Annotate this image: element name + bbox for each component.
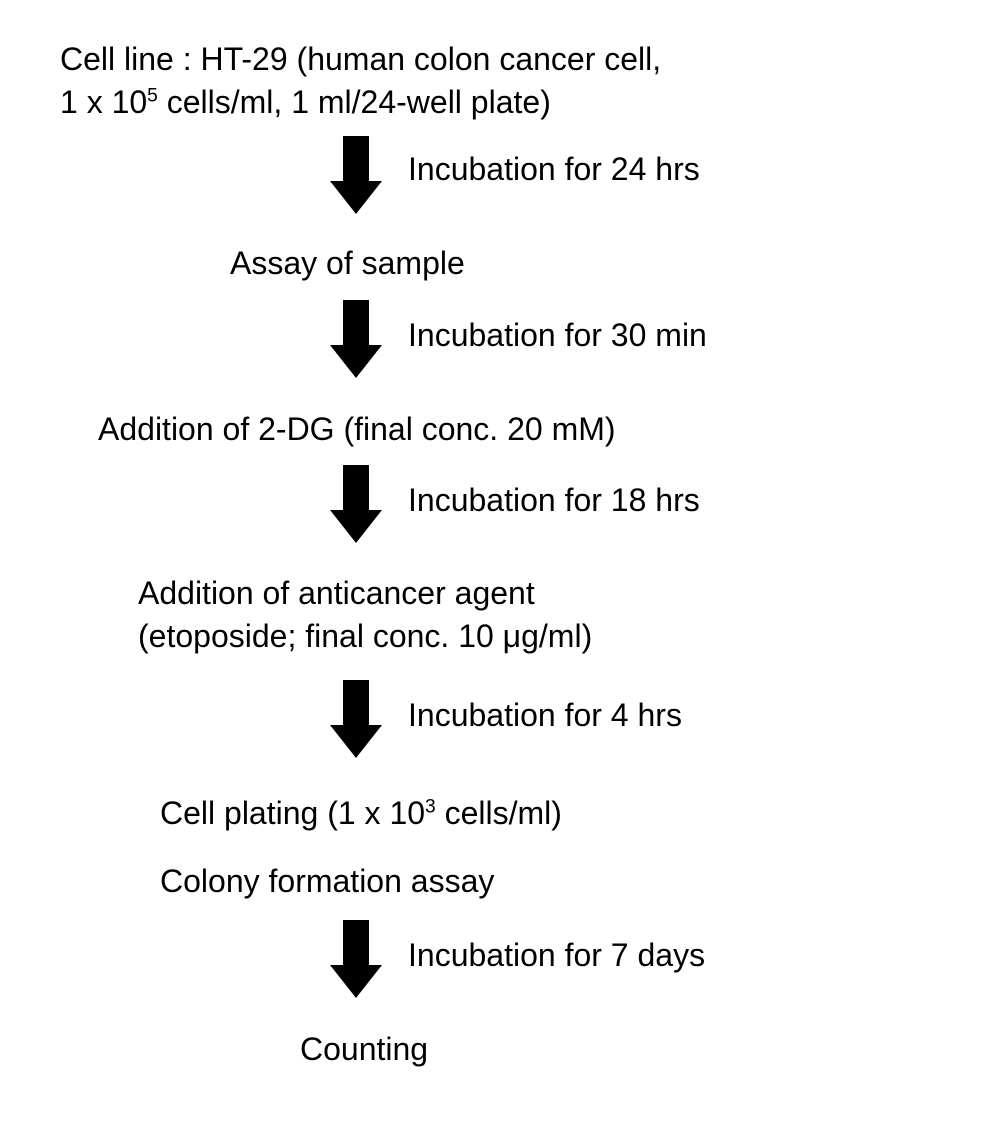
step-cell-plating-pre: Cell plating (1 x 10 (160, 795, 425, 831)
step-assay-sample: Assay of sample (230, 242, 465, 285)
step-addition-anticancer-line1: Addition of anticancer agent (138, 575, 535, 611)
arrow-1 (330, 136, 382, 214)
arrow-1-label: Incubation for 24 hrs (408, 150, 700, 188)
arrow-3 (330, 465, 382, 543)
step-cell-line-line1: Cell line : HT-29 (human colon cancer ce… (60, 41, 661, 77)
step-addition-anticancer: Addition of anticancer agent (etoposide;… (138, 572, 592, 658)
arrow-3-label: Incubation for 18 hrs (408, 481, 700, 519)
step-cell-plating: Cell plating (1 x 103 cells/ml) (160, 792, 562, 835)
step-cell-line: Cell line : HT-29 (human colon cancer ce… (60, 38, 661, 124)
arrow-2 (330, 300, 382, 378)
arrow-4 (330, 680, 382, 758)
step-addition-2dg: Addition of 2-DG (final conc. 20 mM) (98, 408, 616, 451)
step-cell-line-line2-pre: 1 x 10 (60, 84, 147, 120)
step-cell-plating-post: cells/ml) (436, 795, 562, 831)
step-colony-formation: Colony formation assay (160, 860, 494, 903)
step-cell-line-line2-post: cells/ml, 1 ml/24-well plate) (158, 84, 551, 120)
arrow-4-label: Incubation for 4 hrs (408, 696, 682, 734)
arrow-2-label: Incubation for 30 min (408, 316, 707, 354)
step-addition-anticancer-line2: (etoposide; final conc. 10 μg/ml) (138, 618, 592, 654)
step-counting: Counting (300, 1028, 428, 1071)
arrow-5-label: Incubation for 7 days (408, 936, 705, 974)
step-cell-line-line2-sup: 5 (147, 86, 158, 107)
step-cell-plating-sup: 3 (425, 796, 436, 817)
arrow-5 (330, 920, 382, 998)
flowchart-diagram: Cell line : HT-29 (human colon cancer ce… (0, 0, 988, 1127)
